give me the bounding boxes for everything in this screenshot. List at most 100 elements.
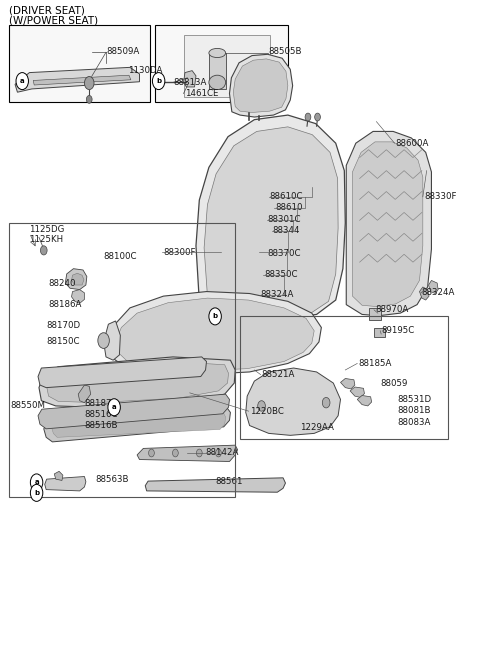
Text: 88344: 88344 xyxy=(273,226,300,235)
Bar xyxy=(9,25,151,102)
Polygon shape xyxy=(246,368,340,436)
Text: 88185A: 88185A xyxy=(359,359,392,368)
Bar xyxy=(183,35,270,98)
Text: b: b xyxy=(213,313,217,320)
Text: 88516C: 88516C xyxy=(84,410,118,419)
Text: a: a xyxy=(112,404,117,410)
Polygon shape xyxy=(45,477,86,491)
Polygon shape xyxy=(420,287,429,300)
Circle shape xyxy=(108,399,120,416)
Text: 1229AA: 1229AA xyxy=(300,423,334,432)
Polygon shape xyxy=(38,394,229,429)
Circle shape xyxy=(86,96,92,103)
Circle shape xyxy=(149,449,155,457)
Circle shape xyxy=(30,484,43,501)
Polygon shape xyxy=(65,269,87,290)
Circle shape xyxy=(40,246,47,255)
Text: 88813A: 88813A xyxy=(173,78,206,87)
Bar xyxy=(9,223,235,497)
Text: 88610: 88610 xyxy=(276,204,303,212)
Polygon shape xyxy=(357,396,372,406)
Text: 1220BC: 1220BC xyxy=(250,407,284,416)
Polygon shape xyxy=(229,54,293,117)
Circle shape xyxy=(315,113,321,121)
Text: 88563B: 88563B xyxy=(96,476,129,484)
Polygon shape xyxy=(47,362,228,403)
Polygon shape xyxy=(352,142,423,307)
Text: 88324A: 88324A xyxy=(422,288,455,297)
Text: 88142A: 88142A xyxy=(205,449,239,457)
Polygon shape xyxy=(346,132,432,316)
Text: 88100C: 88100C xyxy=(104,252,137,261)
Circle shape xyxy=(84,77,94,90)
Text: 88301C: 88301C xyxy=(268,215,301,224)
Polygon shape xyxy=(39,357,235,407)
Circle shape xyxy=(258,401,265,411)
Text: 88600A: 88600A xyxy=(396,139,429,147)
Text: 89195C: 89195C xyxy=(381,326,414,335)
Text: 88550M: 88550M xyxy=(10,402,45,411)
Bar xyxy=(374,328,384,337)
Polygon shape xyxy=(54,472,63,481)
Polygon shape xyxy=(104,321,120,360)
Text: 88516B: 88516B xyxy=(84,421,118,430)
Text: 88970A: 88970A xyxy=(375,305,408,314)
Polygon shape xyxy=(108,291,322,375)
Bar xyxy=(240,316,448,439)
Text: 88186A: 88186A xyxy=(48,300,82,309)
Text: 88170D: 88170D xyxy=(46,321,80,330)
Text: 1461CE: 1461CE xyxy=(185,89,218,98)
Polygon shape xyxy=(15,67,140,92)
Bar xyxy=(155,25,288,102)
Text: 88059: 88059 xyxy=(380,379,408,388)
Polygon shape xyxy=(340,379,355,389)
Text: (W/POWER SEAT): (W/POWER SEAT) xyxy=(9,15,98,25)
Circle shape xyxy=(98,333,109,348)
Polygon shape xyxy=(72,290,84,303)
Bar xyxy=(369,308,381,320)
Text: 88610C: 88610C xyxy=(270,193,303,201)
Text: a: a xyxy=(20,78,24,84)
Circle shape xyxy=(209,308,221,325)
Polygon shape xyxy=(350,387,364,398)
Text: 88509A: 88509A xyxy=(106,47,139,56)
Text: 88300F: 88300F xyxy=(163,248,196,257)
Circle shape xyxy=(153,73,165,90)
Polygon shape xyxy=(51,413,226,438)
Ellipse shape xyxy=(209,48,226,58)
Text: 88350C: 88350C xyxy=(264,270,298,279)
Text: 88081B: 88081B xyxy=(397,406,431,415)
Ellipse shape xyxy=(209,75,226,90)
Text: 88521A: 88521A xyxy=(262,370,295,379)
Polygon shape xyxy=(196,115,345,320)
Circle shape xyxy=(196,449,202,457)
Text: 88187: 88187 xyxy=(84,400,112,409)
Text: 1125DG: 1125DG xyxy=(29,225,65,234)
Text: b: b xyxy=(156,78,161,84)
Polygon shape xyxy=(44,407,230,442)
Text: b: b xyxy=(34,490,39,496)
Text: 88531D: 88531D xyxy=(397,395,431,404)
Polygon shape xyxy=(137,445,238,462)
Text: 88561: 88561 xyxy=(215,477,242,485)
Circle shape xyxy=(305,113,311,121)
Circle shape xyxy=(16,73,28,90)
Polygon shape xyxy=(204,127,338,318)
Text: 88150C: 88150C xyxy=(46,337,80,346)
Polygon shape xyxy=(183,71,196,87)
Text: 88505B: 88505B xyxy=(269,47,302,56)
Polygon shape xyxy=(78,385,91,403)
Polygon shape xyxy=(38,357,206,388)
Text: 88324A: 88324A xyxy=(260,290,293,299)
Polygon shape xyxy=(145,478,286,492)
Polygon shape xyxy=(33,75,131,85)
Text: 88330F: 88330F xyxy=(424,193,457,201)
Circle shape xyxy=(30,474,43,491)
Polygon shape xyxy=(233,59,288,113)
Polygon shape xyxy=(116,298,314,371)
Circle shape xyxy=(323,398,330,408)
Polygon shape xyxy=(429,280,438,293)
Bar xyxy=(209,53,226,89)
Text: (DRIVER SEAT): (DRIVER SEAT) xyxy=(9,6,85,16)
Text: a: a xyxy=(34,479,39,485)
